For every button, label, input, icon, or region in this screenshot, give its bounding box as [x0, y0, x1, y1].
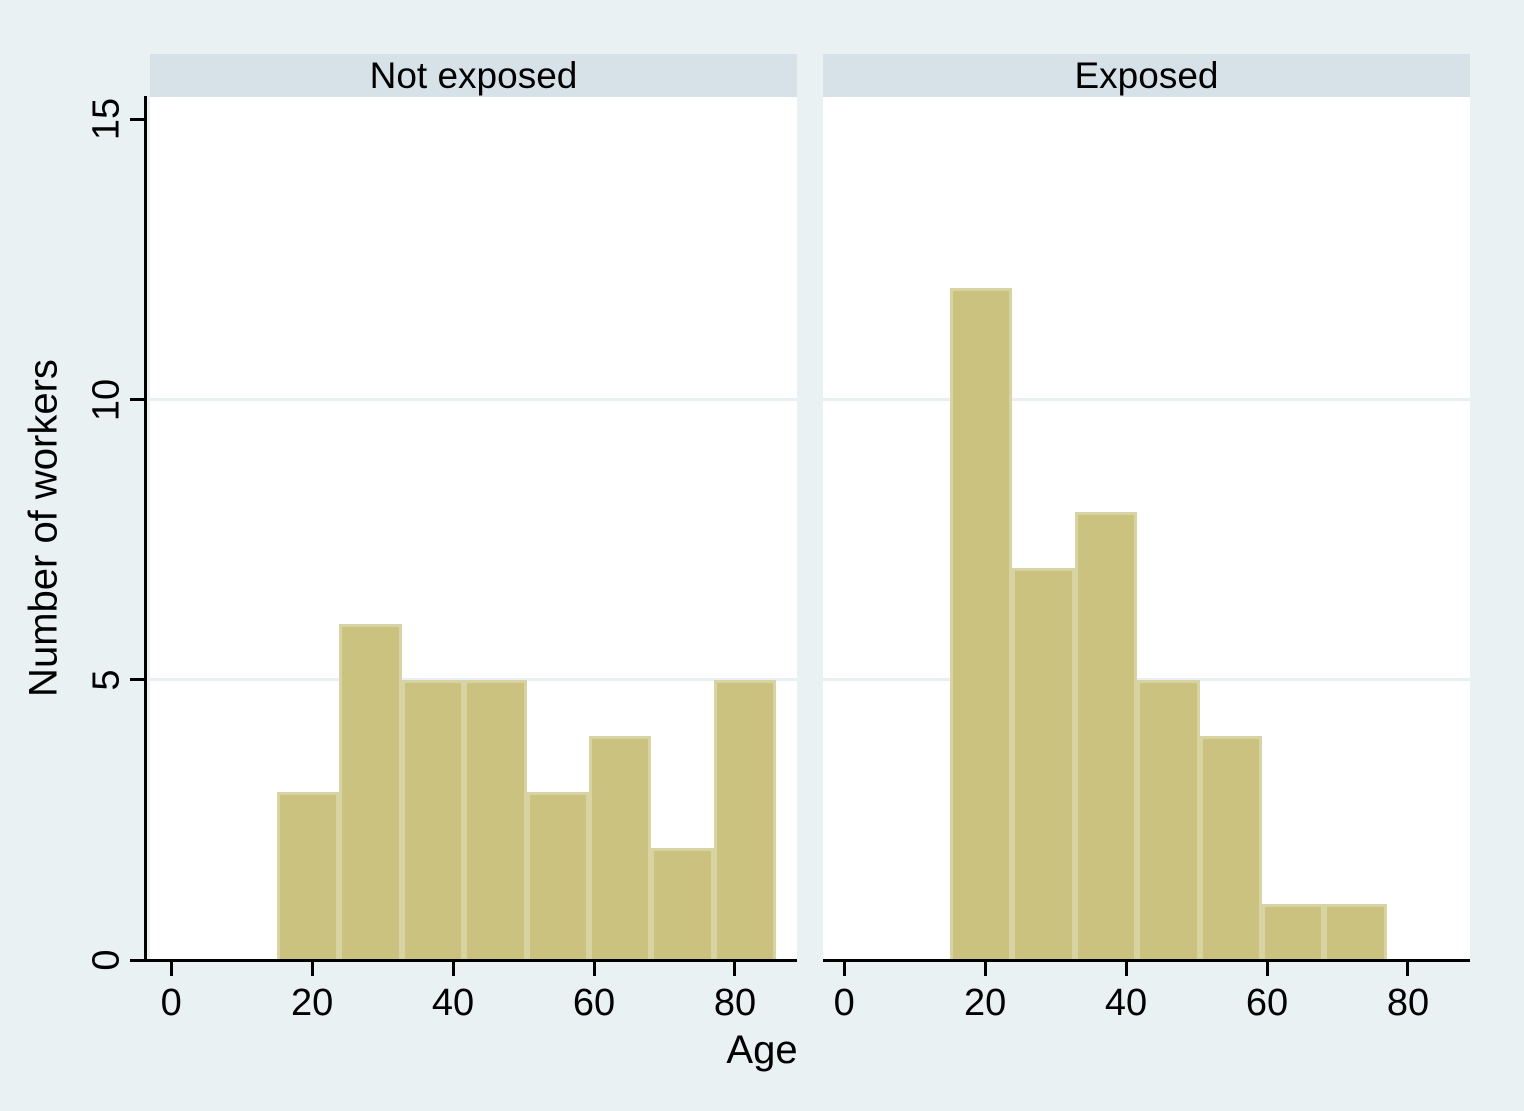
y-gridline	[150, 398, 797, 402]
histogram-bar	[276, 791, 340, 960]
x-tick-label: 60	[572, 982, 616, 1024]
panel-plot-exposed	[823, 97, 1470, 960]
panel-plot-not-exposed	[150, 97, 797, 960]
x-tick-label: 60	[1245, 982, 1289, 1024]
histogram-bar	[464, 679, 527, 960]
x-tick-label: 80	[713, 982, 757, 1024]
y-axis-line	[144, 96, 147, 962]
panel-title-band-not-exposed: Not exposed	[150, 54, 797, 97]
y-tick	[130, 117, 144, 121]
x-tick-label: 40	[1104, 982, 1148, 1024]
histogram-bar	[949, 287, 1013, 960]
y-tick-label: 15	[85, 98, 128, 141]
panel-title-band-exposed: Exposed	[823, 54, 1470, 97]
histogram-bar	[1012, 567, 1075, 960]
histogram-bar	[1199, 735, 1262, 960]
x-tick	[1124, 962, 1128, 976]
y-tick-label: 10	[85, 378, 128, 421]
panel-title-exposed: Exposed	[1074, 55, 1219, 96]
x-tick	[842, 962, 846, 976]
x-tick	[451, 962, 455, 976]
x-axis-line	[823, 959, 1470, 962]
y-gridline	[823, 398, 1470, 402]
y-tick-label: 5	[85, 669, 128, 691]
histogram-bar	[1261, 903, 1325, 960]
y-tick	[130, 678, 144, 682]
x-tick-label: 20	[290, 982, 334, 1024]
histogram-bar	[713, 679, 777, 960]
y-tick	[130, 958, 144, 962]
histogram-bar	[588, 735, 652, 960]
x-tick	[733, 962, 737, 976]
x-tick	[169, 962, 173, 976]
x-tick-label: 80	[1386, 982, 1430, 1024]
x-axis-line	[144, 959, 797, 962]
x-tick	[592, 962, 596, 976]
x-tick	[983, 962, 987, 976]
histogram-bar	[339, 623, 402, 960]
x-axis-title: Age	[726, 1028, 798, 1072]
histogram-bar	[1324, 903, 1387, 960]
x-tick-label: 20	[963, 982, 1007, 1024]
panel-title-not-exposed: Not exposed	[369, 55, 578, 96]
x-tick-label: 0	[160, 982, 182, 1024]
x-tick	[310, 962, 314, 976]
x-tick	[1265, 962, 1269, 976]
y-tick-label: 0	[85, 949, 128, 971]
histogram-bar	[401, 679, 465, 960]
x-tick-label: 40	[431, 982, 475, 1024]
histogram-bar	[651, 847, 714, 960]
y-axis-title: Number of workers	[21, 359, 66, 697]
histogram-bar	[526, 791, 589, 960]
x-tick	[1406, 962, 1410, 976]
y-tick	[130, 398, 144, 402]
x-tick-label: 0	[833, 982, 855, 1024]
histogram-bar	[1074, 511, 1138, 960]
histogram-bar	[1137, 679, 1200, 960]
